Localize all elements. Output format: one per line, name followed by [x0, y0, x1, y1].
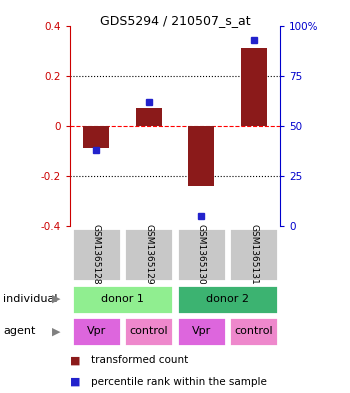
Bar [83, 126, 109, 148]
Text: agent: agent [4, 326, 36, 336]
Text: transformed count: transformed count [91, 355, 188, 365]
Text: GSM1365129: GSM1365129 [144, 224, 153, 285]
Bar [176, 285, 278, 314]
Text: individual: individual [4, 294, 58, 304]
Text: donor 2: donor 2 [206, 294, 249, 304]
Bar [72, 285, 174, 314]
Bar [241, 48, 267, 126]
Bar [176, 317, 226, 346]
Bar [136, 108, 162, 126]
Text: Vpr: Vpr [192, 326, 211, 336]
Text: GSM1365128: GSM1365128 [92, 224, 101, 285]
Text: control: control [130, 326, 168, 336]
Bar [124, 317, 174, 346]
Text: percentile rank within the sample: percentile rank within the sample [91, 377, 267, 387]
Bar [188, 126, 214, 186]
Bar [176, 228, 226, 281]
Text: GSM1365130: GSM1365130 [197, 224, 206, 285]
Bar [72, 228, 121, 281]
Text: ■: ■ [70, 377, 80, 387]
Text: ▶: ▶ [52, 326, 60, 336]
Text: ■: ■ [70, 355, 80, 365]
Bar [72, 317, 121, 346]
Text: GSM1365131: GSM1365131 [249, 224, 258, 285]
Text: Vpr: Vpr [87, 326, 106, 336]
Text: donor 1: donor 1 [101, 294, 144, 304]
Text: GDS5294 / 210507_s_at: GDS5294 / 210507_s_at [100, 14, 250, 27]
Text: control: control [234, 326, 273, 336]
Bar [229, 317, 278, 346]
Bar [124, 228, 174, 281]
Text: ▶: ▶ [52, 294, 60, 304]
Bar [229, 228, 278, 281]
